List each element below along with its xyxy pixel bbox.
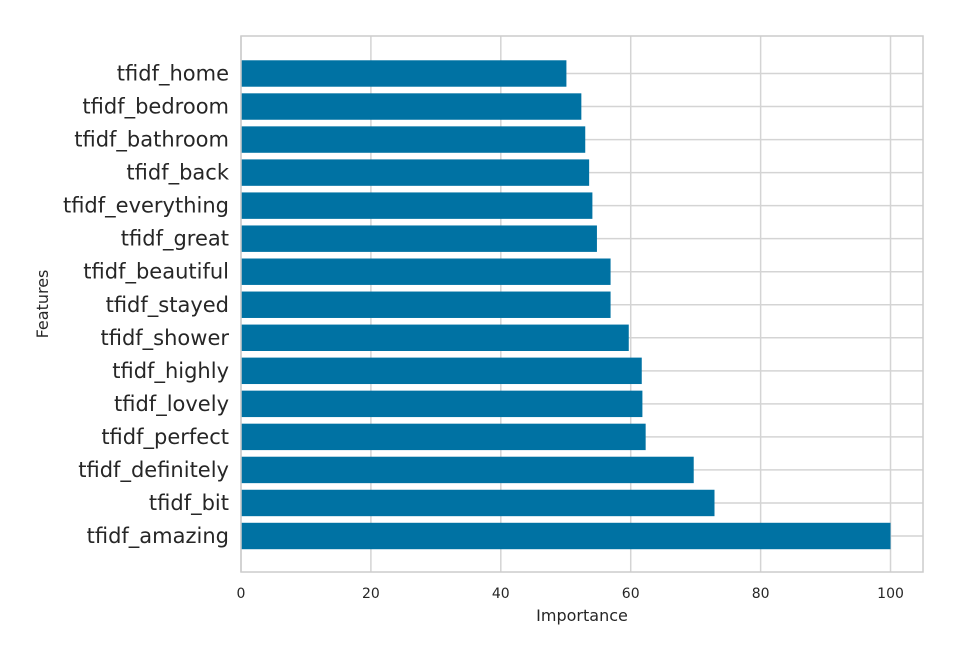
y-axis-label: Features	[33, 270, 52, 339]
y-tick-label: tfidf_great	[121, 227, 229, 252]
y-tick-label: tfidf_back	[126, 161, 229, 186]
bar-tfidf_bathroom	[241, 126, 586, 153]
y-tick-label: tfidf_home	[117, 62, 229, 87]
y-tick-label: tfidf_bathroom	[74, 128, 229, 153]
bar-tfidf_bit	[241, 489, 715, 517]
bar-tfidf_shower	[241, 324, 629, 351]
plot-frame	[240, 35, 924, 573]
y-category-labels: tfidf_home tfidf_bedroom tfidf_bathroomtfi…	[63, 62, 230, 550]
bar-tfidf_perfect	[241, 423, 646, 451]
y-tick-label: tfidf_bit	[149, 491, 229, 516]
bar-tfidf_highly	[241, 357, 642, 385]
x-tick-label: 40	[492, 586, 510, 602]
x-tick-label: 80	[752, 586, 770, 602]
bar-tfidf_beautiful	[241, 258, 611, 285]
y-tick-label: tfidf_beautiful	[83, 260, 229, 285]
bar-tfidf_back	[241, 159, 590, 186]
x-axis-label: Importance	[536, 606, 628, 625]
y-tick-label: tfidf_perfect	[101, 425, 229, 450]
y-tick-label: tfidf_amazing	[87, 524, 229, 549]
bar-tfidf_home	[241, 60, 567, 87]
y-tick-label: tfidf_lovely	[114, 392, 229, 417]
y-tick-label: tfidf_everything	[63, 194, 229, 219]
bar-tfidf_lovely	[241, 390, 643, 418]
bars-layer	[241, 60, 891, 550]
bar-tfidf_definitely	[241, 456, 694, 484]
bar-tfidf_amazing	[241, 522, 891, 550]
y-tick-label: tfidf_highly	[112, 359, 229, 384]
bar-tfidf_bedroom	[241, 93, 582, 120]
x-tick-label: 20	[362, 586, 380, 602]
x-tick-label: 60	[622, 586, 640, 602]
y-tick-label: tfidf_definitely	[78, 458, 229, 483]
bar-tfidf_great	[241, 225, 597, 252]
bar-tfidf_stayed	[241, 291, 611, 318]
y-tick-label: tfidf_shower	[100, 326, 229, 351]
x-tick-labels: 0 20 40 60 80 100	[237, 586, 904, 602]
x-tick-label: 100	[877, 586, 904, 602]
x-tick-label: 0	[237, 586, 246, 602]
y-tick-label: tfidf_bedroom	[82, 95, 229, 120]
bar-tfidf_everything	[241, 192, 593, 219]
y-tick-label: tfidf_stayed	[106, 293, 229, 318]
